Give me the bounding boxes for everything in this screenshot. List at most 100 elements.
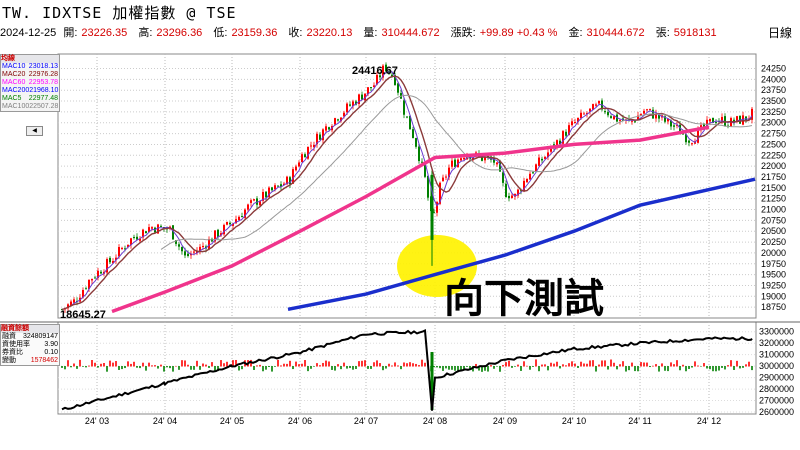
candle-body xyxy=(325,126,327,131)
ma60-line xyxy=(111,125,710,314)
y-tick-label: 19000 xyxy=(761,291,786,301)
margin-change-bar xyxy=(196,360,198,367)
margin-change-bar xyxy=(136,366,138,368)
margin-change-bar xyxy=(487,366,489,372)
y-tick-label: 19250 xyxy=(761,280,786,290)
y-tick-label: 18750 xyxy=(761,302,786,312)
margin-change-bar xyxy=(178,366,180,370)
ma-legend-row: MAC60 22953.78 xyxy=(1,79,59,87)
candle-body xyxy=(346,103,348,113)
y-tick-label: 3200000 xyxy=(759,338,794,348)
candle-body xyxy=(592,104,594,110)
candle-body xyxy=(619,120,621,122)
margin-change-bar xyxy=(307,366,309,372)
margin-change-bar xyxy=(688,366,690,369)
candle-body xyxy=(250,200,252,203)
margin-change-bar xyxy=(292,366,294,370)
candle-body xyxy=(265,191,267,198)
y-tick-label: 2900000 xyxy=(759,373,794,383)
margin-change-bar xyxy=(454,366,456,371)
margin-change-bar xyxy=(631,362,633,367)
candle-body xyxy=(82,289,84,298)
candle-body xyxy=(124,248,126,250)
y-tick-label: 3300000 xyxy=(759,327,794,337)
ma-legend-value: 23018.13 xyxy=(28,63,58,70)
margin-change-bar xyxy=(337,364,339,367)
margin-change-bar xyxy=(448,366,450,370)
margin-change-bar xyxy=(406,363,408,367)
candle-body xyxy=(307,146,309,159)
margin-change-bar xyxy=(346,366,348,369)
candle-body xyxy=(181,246,183,252)
margin-legend: 融資餘額 融資 324809147 資使用率 3.90 券資比 0.10 變動 1578462 xyxy=(0,324,60,366)
margin-change-bar xyxy=(208,366,210,368)
margin-change-bar xyxy=(538,366,540,372)
y-tick-label: 20250 xyxy=(761,237,786,247)
candle-body xyxy=(547,152,549,158)
frequency-selector[interactable]: 日線 xyxy=(767,26,792,40)
margin-change-bar xyxy=(433,366,435,368)
candle-body xyxy=(85,288,87,290)
margin-change-bar xyxy=(496,366,498,367)
candle-body xyxy=(541,158,543,161)
margin-change-bar xyxy=(751,366,753,371)
margin-change-bar xyxy=(235,359,237,367)
margin-change-bar xyxy=(463,366,465,370)
candle-body xyxy=(139,238,141,241)
candle-body xyxy=(310,145,312,147)
margin-change-bar xyxy=(604,360,606,367)
margin-legend-name: 變動 xyxy=(2,357,16,364)
margin-change-bar xyxy=(127,361,129,367)
ma-legend-header: 均線 xyxy=(1,55,59,63)
margin-change-bar xyxy=(421,359,423,367)
margin-change-bar xyxy=(220,360,222,367)
margin-change-bar xyxy=(382,366,384,371)
margin-change-bar xyxy=(442,366,444,371)
margin-change-bar xyxy=(286,363,288,367)
margin-change-bar xyxy=(322,362,324,367)
x-tick-label: 24' 07 xyxy=(354,416,378,426)
candle-body xyxy=(268,187,270,197)
candle-body xyxy=(73,299,75,303)
margin-change-bar xyxy=(109,360,111,367)
legend-collapse-button[interactable]: ◀ xyxy=(26,126,43,136)
margin-change-bar xyxy=(163,366,165,372)
margin-change-bar xyxy=(313,366,315,367)
ma-legend-name: MAC5 xyxy=(2,95,22,102)
margin-change-bar xyxy=(361,360,363,367)
margin-change-bar xyxy=(640,362,642,367)
margin-change-bar xyxy=(556,361,558,367)
candle-body xyxy=(610,116,612,118)
margin-change-bar xyxy=(211,362,213,367)
candle-body xyxy=(280,184,282,187)
open-value: 23226.35 xyxy=(81,27,128,39)
margin-change-bar xyxy=(397,365,399,367)
candle-body xyxy=(151,227,153,229)
candle-body xyxy=(454,159,456,167)
margin-change-bar xyxy=(520,366,522,371)
margin-change-bar xyxy=(439,366,441,369)
margin-legend-value: 3.90 xyxy=(44,341,58,348)
margin-change-bar xyxy=(478,366,480,371)
margin-change-bar xyxy=(103,363,105,367)
candle-body xyxy=(355,101,357,105)
margin-change-bar xyxy=(130,363,132,367)
candle-body xyxy=(127,244,129,247)
candle-body xyxy=(514,193,516,197)
candle-body xyxy=(352,101,354,107)
margin-balance-line xyxy=(61,329,753,411)
candle-body xyxy=(259,201,261,206)
margin-change-bar xyxy=(643,362,645,367)
candle-body xyxy=(115,257,117,261)
margin-change-bar xyxy=(64,366,66,370)
candle-body xyxy=(577,117,579,122)
margin-change-bar xyxy=(436,366,438,368)
candle-body xyxy=(184,251,186,256)
ma-legend-row: MAC100 22507.28 xyxy=(1,103,59,111)
low-annotation: 18645.27 xyxy=(60,309,106,321)
candle-body xyxy=(295,166,297,171)
chart-title: TW. IDXTSE 加權指數 @ TSE xyxy=(2,4,237,22)
candle-body xyxy=(244,209,246,218)
margin-change-bar xyxy=(511,366,513,368)
margin-change-bar xyxy=(97,366,99,368)
